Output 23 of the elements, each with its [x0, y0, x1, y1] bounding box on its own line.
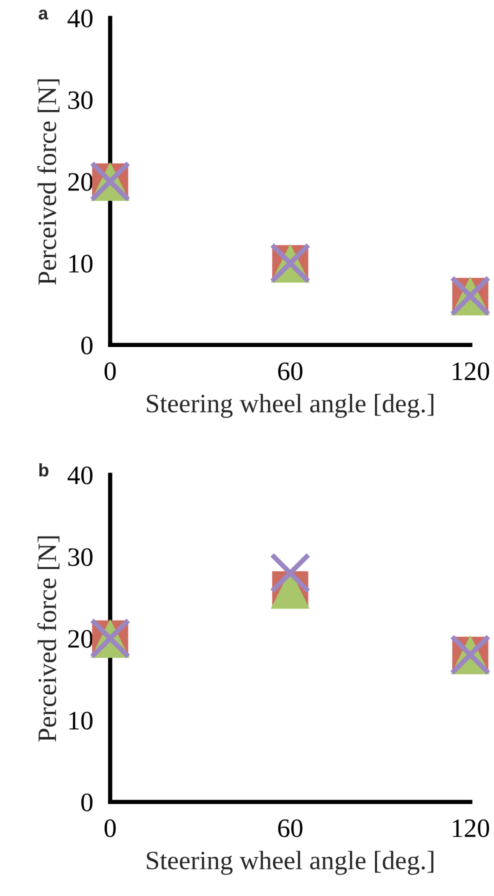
x-tick-label: 0	[104, 362, 116, 380]
y-tick-label: 0	[81, 794, 92, 812]
y-axis-title: Perceived force [N]	[37, 79, 60, 285]
x-tick-label: 60	[278, 362, 302, 380]
y-tick-label: 10	[69, 712, 92, 730]
y-tick-label: 10	[69, 254, 92, 273]
y-tick-label: 30	[68, 548, 92, 566]
x-axis-title: Steering wheel angle [deg.]	[146, 850, 434, 875]
x-tick-label: 60	[278, 819, 302, 838]
y-tick-label: 40	[68, 10, 92, 28]
y-tick-label: 0	[81, 336, 92, 354]
y-tick-label: 40	[68, 466, 92, 484]
chart-title: a	[38, 10, 48, 20]
y-tick-label: 30	[68, 91, 92, 110]
x-axis-title: Steering wheel angle [deg.]	[146, 394, 434, 418]
y-tick-label: 20	[68, 630, 92, 648]
x-tick-label: 0	[104, 819, 116, 838]
x-tick-label: 120	[452, 819, 490, 838]
y-tick-label: 20	[68, 173, 92, 191]
chart-title: b	[39, 463, 48, 477]
point	[270, 552, 311, 594]
y-axis-title: Perceived force [N]	[37, 536, 60, 742]
x-tick-label: 120	[452, 362, 490, 380]
